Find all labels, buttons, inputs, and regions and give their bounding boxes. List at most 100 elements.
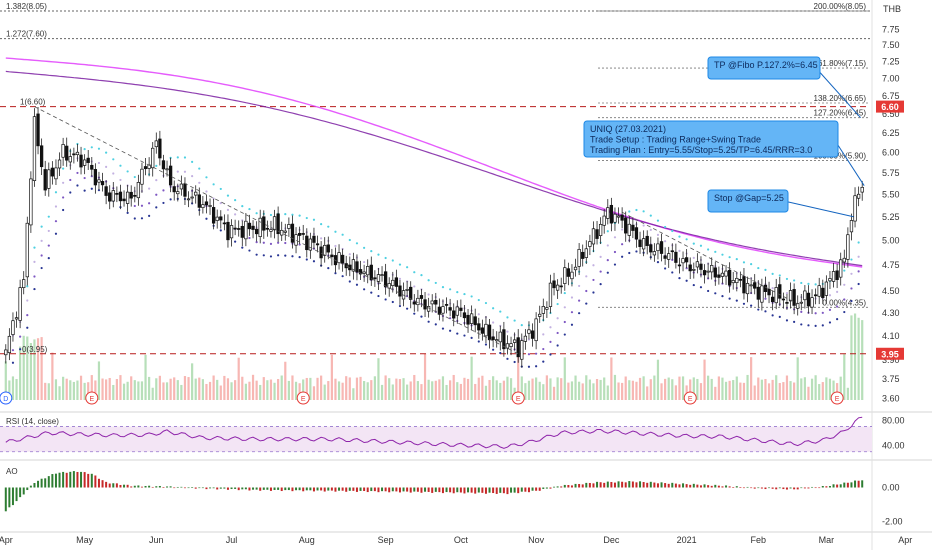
volume-bar — [122, 383, 126, 400]
callout-box — [707, 56, 821, 80]
volume-bar — [814, 375, 817, 400]
candle-body — [512, 339, 517, 343]
candle-body — [50, 167, 55, 177]
envelope-dot — [105, 165, 108, 168]
callout-box — [707, 189, 789, 213]
fib-label-right: 161.80%(7.15) — [814, 59, 867, 68]
price-tick-label: 3.75 — [882, 374, 900, 384]
candle-body — [505, 343, 510, 349]
volume-bar — [782, 382, 785, 400]
ao-bar — [631, 481, 634, 488]
envelope-dot — [692, 242, 695, 245]
candle-body — [229, 225, 234, 239]
envelope-dot — [219, 229, 222, 232]
envelope-dot — [542, 360, 545, 363]
volume-bar — [832, 380, 835, 400]
ao-bar — [187, 487, 190, 489]
candle-body — [283, 230, 287, 233]
envelope-dot — [635, 250, 638, 253]
candle-body — [136, 182, 141, 199]
envelope-dot — [19, 335, 22, 338]
volume-bar — [395, 378, 398, 400]
fib-label-left: 1(6.60) — [20, 98, 46, 107]
volume-bar — [595, 379, 599, 400]
volume-bar — [653, 375, 656, 400]
envelope-dot — [621, 243, 624, 246]
candle-body — [194, 191, 198, 196]
ao-bar — [775, 487, 778, 490]
ao-bar — [753, 487, 756, 489]
volume-bars — [4, 313, 864, 400]
ao-bar — [424, 487, 427, 492]
candle-body — [129, 191, 133, 199]
envelope-dot — [656, 219, 660, 222]
volume-bar — [363, 381, 366, 400]
ao-bar — [413, 487, 416, 492]
envelope-dot — [499, 310, 502, 313]
candle-body — [530, 330, 535, 339]
volume-bar — [83, 382, 86, 400]
envelope-dot — [241, 246, 244, 249]
volume-bar — [320, 375, 323, 400]
envelope-dot — [334, 230, 337, 233]
envelope-dot — [183, 156, 187, 159]
volume-bar — [603, 377, 606, 400]
volume-bar — [757, 377, 760, 400]
envelope-dot — [262, 254, 265, 257]
ao-bar — [384, 487, 387, 492]
volume-bar — [15, 379, 18, 400]
envelope-dot — [800, 281, 803, 285]
ao-bar — [467, 487, 470, 493]
ao-bar — [4, 487, 7, 512]
candle-body — [100, 181, 105, 186]
envelope-dot — [40, 254, 43, 257]
ao-bar — [449, 487, 452, 493]
volume-bar — [742, 382, 746, 400]
envelope-dot — [742, 261, 746, 264]
ao-bar — [499, 487, 502, 493]
candle-body — [18, 287, 22, 321]
envelope-dot — [112, 172, 115, 175]
candle-body — [43, 169, 47, 191]
candle-body — [792, 289, 796, 306]
volume-bar — [165, 382, 169, 400]
volume-bar — [223, 375, 226, 400]
volume-bar — [255, 380, 258, 400]
ao-bar — [793, 487, 796, 490]
volume-bar — [345, 376, 348, 400]
volume-bar — [330, 354, 333, 400]
ao-bar — [642, 482, 645, 488]
volume-bar — [298, 383, 301, 400]
envelope-dot — [556, 302, 559, 306]
candle-body — [785, 302, 789, 304]
candle-body — [39, 145, 44, 168]
ao-bar — [262, 487, 265, 490]
volume-bar — [137, 381, 140, 400]
candle-body — [301, 233, 305, 235]
ao-bar — [649, 481, 652, 488]
ao-bar — [789, 487, 792, 489]
ao-bar — [828, 486, 831, 488]
volume-bar — [251, 374, 255, 400]
ao-bar — [244, 487, 247, 490]
volume-bar — [205, 383, 208, 400]
event-marker-letter: E — [835, 396, 840, 403]
volume-bar — [445, 384, 448, 400]
ao-bar — [26, 487, 29, 491]
time-tick-label: May — [76, 535, 94, 545]
volume-bar — [624, 376, 627, 400]
envelope-dot — [821, 324, 824, 327]
ao-bar — [574, 483, 577, 488]
volume-bar — [90, 375, 93, 400]
candle-body — [437, 306, 442, 315]
candle-body — [609, 204, 614, 224]
volume-bar — [327, 381, 330, 400]
volume-bar — [180, 384, 183, 400]
ao-bar — [628, 481, 631, 488]
envelope-dot — [140, 217, 144, 220]
volume-bar — [176, 380, 179, 400]
rsi-pane: RSI (14, close) 80.00 40.00 — [0, 415, 905, 453]
envelope-dot — [843, 283, 846, 286]
candle-body — [68, 156, 72, 163]
